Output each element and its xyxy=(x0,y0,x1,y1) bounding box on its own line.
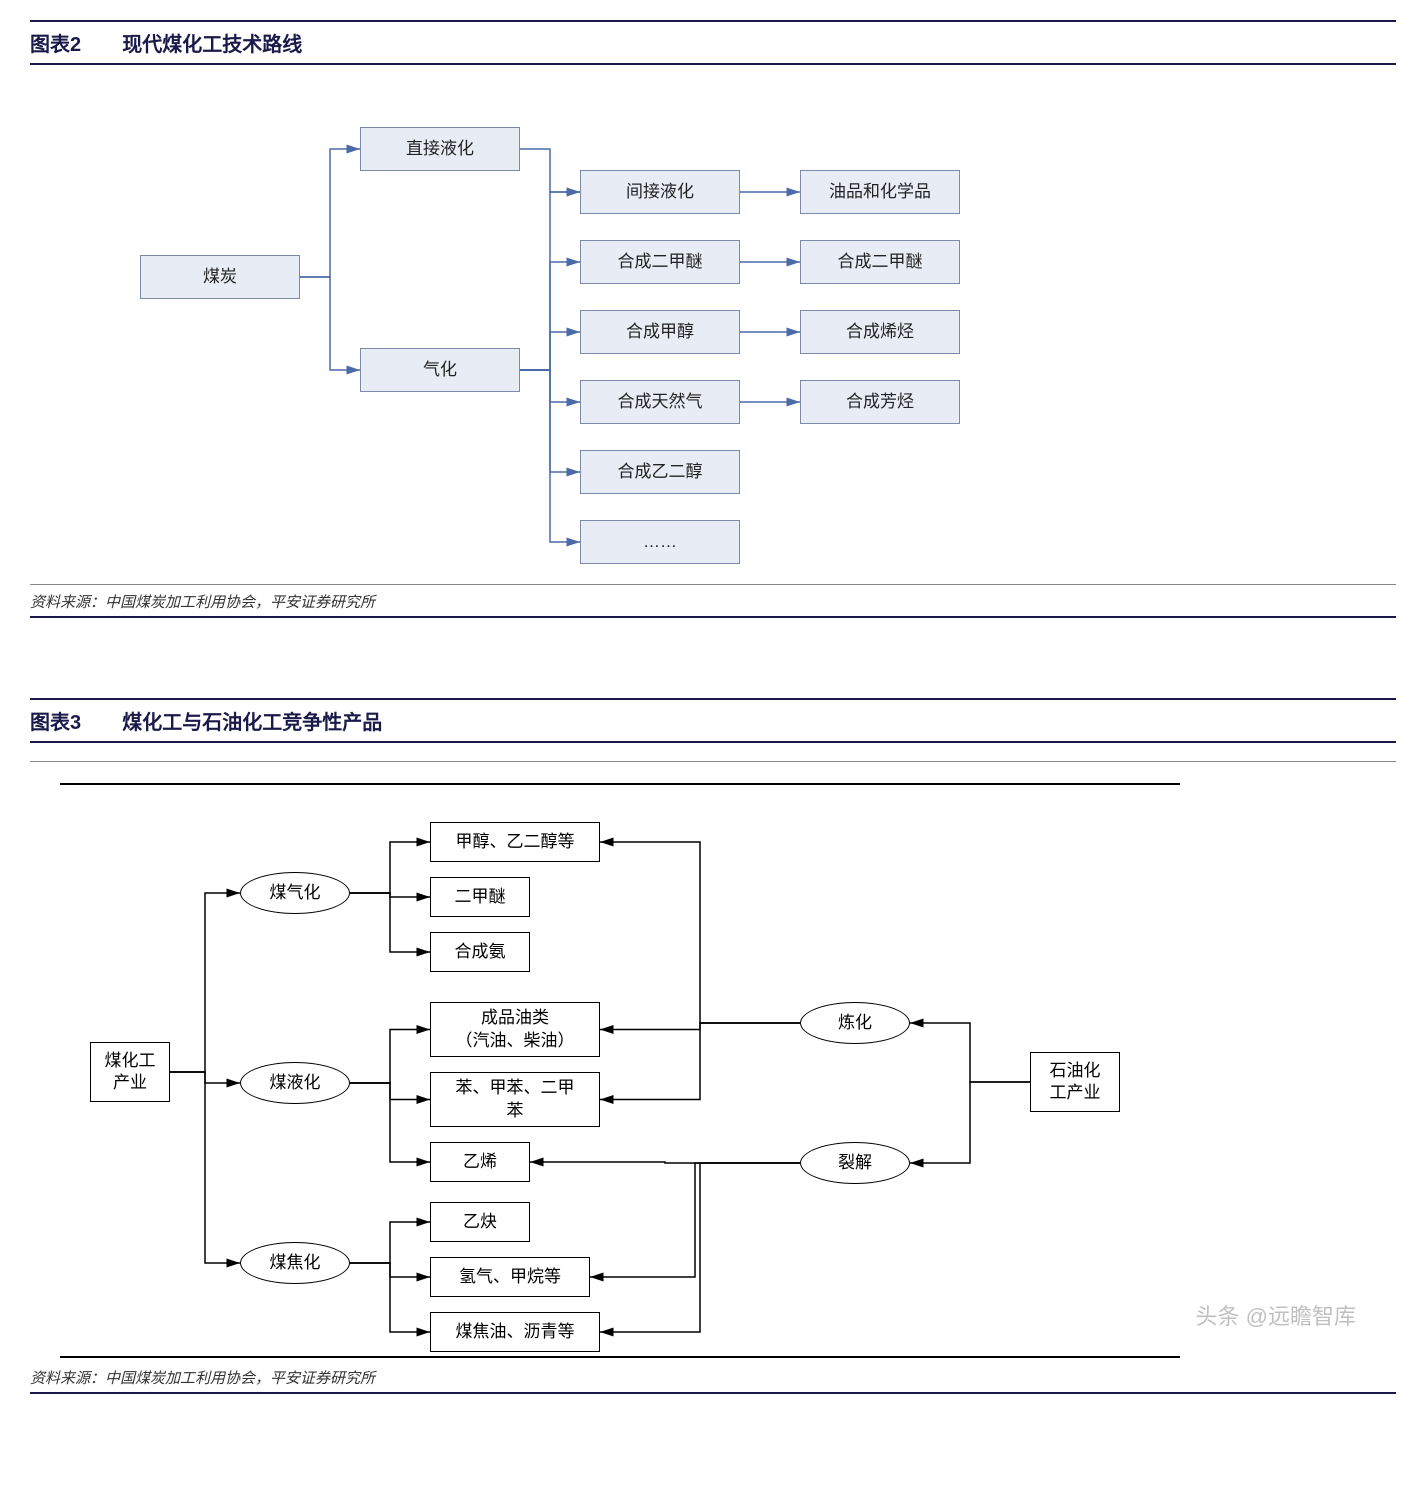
node-p6: 乙烯 xyxy=(430,1142,530,1182)
chart-2-title-text: 现代煤化工技术路线 xyxy=(122,34,302,56)
chart-2-source: 资料来源：中国煤炭加工利用协会，平安证券研究所 xyxy=(30,585,1396,618)
chart-2-section: 图表2 现代煤化工技术路线 煤炭 直接液化气化 间接液化合成二甲醚合成甲醇合成天然气… xyxy=(30,20,1396,618)
node-p1: 甲醇、乙二醇等 xyxy=(430,822,600,862)
node-p9: 煤焦油、沥青等 xyxy=(430,1312,600,1352)
node-direct: 直接液化 xyxy=(360,127,520,171)
node-meg: 合成乙二醇 xyxy=(580,450,740,494)
node-indirect: 间接液化 xyxy=(580,170,740,214)
chart-3-connectors xyxy=(30,762,1396,1362)
node-coalind: 煤化工 产业 xyxy=(90,1042,170,1102)
node-p8: 氢气、甲烷等 xyxy=(430,1257,590,1297)
node-p3: 合成氨 xyxy=(430,932,530,972)
node-aromatic: 合成芳烃 xyxy=(800,380,960,424)
node-methanol: 合成甲醇 xyxy=(580,310,740,354)
chart-2-title-prefix: 图表2 xyxy=(30,34,81,56)
chart-3-title-prefix: 图表3 xyxy=(30,712,81,734)
node-oilchem: 油品和化学品 xyxy=(800,170,960,214)
node-coking: 煤焦化 xyxy=(240,1242,350,1284)
node-crack: 裂解 xyxy=(800,1142,910,1184)
node-refine: 炼化 xyxy=(800,1002,910,1044)
node-p2: 二甲醚 xyxy=(430,877,530,917)
node-liquef: 煤液化 xyxy=(240,1062,350,1104)
chart-2-title: 图表2 现代煤化工技术路线 xyxy=(30,20,1396,65)
node-gasify: 气化 xyxy=(360,348,520,392)
node-coal: 煤炭 xyxy=(140,255,300,299)
chart-3-section: 图表3 煤化工与石油化工竞争性产品 头条 @远瞻智库 煤化工 产业煤气化煤液化煤… xyxy=(30,698,1396,1394)
node-more: …… xyxy=(580,520,740,564)
chart-3-diagram: 头条 @远瞻智库 煤化工 产业 煤气化煤液化煤焦化 甲醇、乙二醇等二甲醚合成氨成品油… xyxy=(30,761,1396,1361)
spacer xyxy=(30,743,1396,761)
node-oilind: 石油化 工产业 xyxy=(1030,1052,1120,1112)
node-p4: 成品油类 （汽油、柴油） xyxy=(430,1002,600,1057)
chart-2-diagram: 煤炭直接液化气化间接液化合成二甲醚合成甲醇合成天然气合成乙二醇……油品和化学品合… xyxy=(30,65,1396,585)
node-olefin: 合成烯烃 xyxy=(800,310,960,354)
watermark: 头条 @远瞻智库 xyxy=(1196,1299,1356,1331)
chart-3-source: 资料来源：中国煤炭加工利用协会，平安证券研究所 xyxy=(30,1361,1396,1394)
node-sng: 合成天然气 xyxy=(580,380,740,424)
node-dme: 合成二甲醚 xyxy=(580,240,740,284)
node-dme2: 合成二甲醚 xyxy=(800,240,960,284)
node-gasif: 煤气化 xyxy=(240,872,350,914)
chart-3-title-text: 煤化工与石油化工竞争性产品 xyxy=(122,712,382,734)
node-p5: 苯、甲苯、二甲 苯 xyxy=(430,1072,600,1127)
node-p7: 乙炔 xyxy=(430,1202,530,1242)
chart-3-title: 图表3 煤化工与石油化工竞争性产品 xyxy=(30,698,1396,743)
